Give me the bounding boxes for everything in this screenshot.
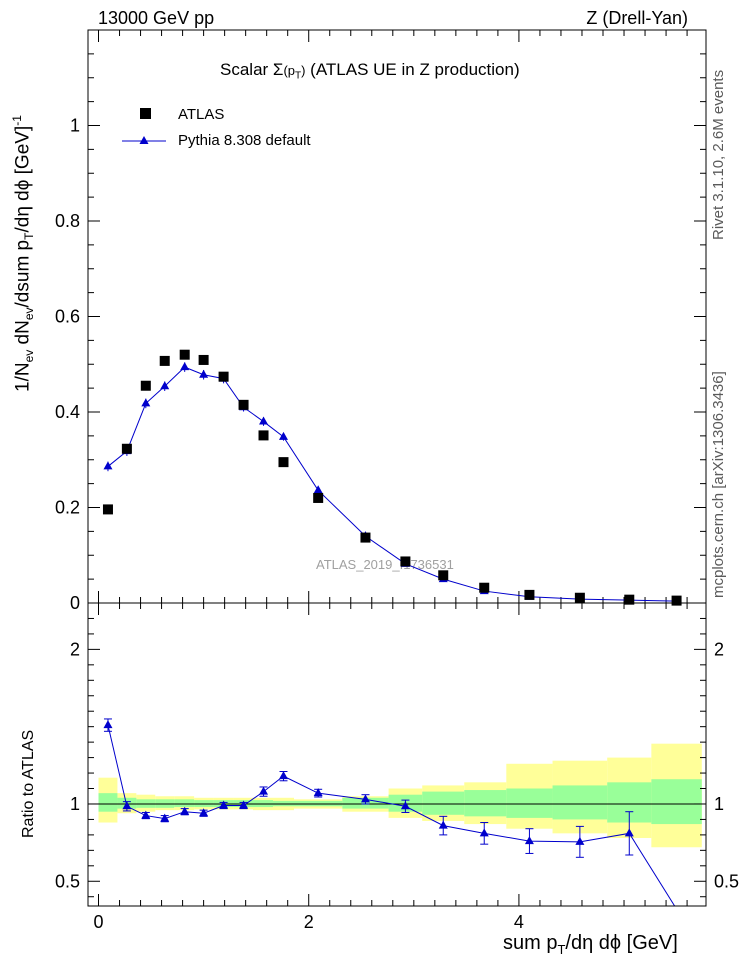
pythia-point bbox=[199, 369, 209, 378]
ratio-plot: 0.5 0.5 1 1 2 2 0 2 4 bbox=[55, 602, 739, 932]
atlas-point bbox=[258, 430, 269, 441]
main-y-tick-label: 0.8 bbox=[55, 211, 80, 231]
x-axis-label: sum pT/dη dϕ [GeV] bbox=[503, 932, 678, 957]
atlas-point bbox=[238, 399, 249, 410]
ratio-pythia-point bbox=[624, 828, 634, 837]
atlas-point bbox=[671, 595, 682, 606]
atlas-point bbox=[438, 570, 449, 581]
ratio-y-tick-label: 0.5 bbox=[55, 871, 80, 891]
atlas-point bbox=[624, 594, 635, 605]
ratio-y-tick-label-right: 2 bbox=[714, 639, 724, 659]
atlas-point bbox=[179, 349, 190, 360]
header-process: Z (Drell-Yan) bbox=[586, 8, 688, 28]
ratio-x-tick-label: 2 bbox=[304, 912, 314, 932]
ratio-pythia-point bbox=[199, 808, 209, 817]
band-inner bbox=[464, 790, 507, 817]
band-inner bbox=[552, 785, 608, 820]
ratio-x-tick-label: 0 bbox=[94, 912, 104, 932]
band-inner bbox=[98, 793, 118, 812]
ratio-pythia-point bbox=[575, 836, 585, 845]
band-inner bbox=[174, 799, 195, 808]
atlas-point bbox=[140, 380, 151, 391]
pythia-point bbox=[160, 381, 170, 390]
pythia-point bbox=[103, 461, 113, 470]
main-plot: 0 0.2 0.4 0.6 0.8 1 bbox=[55, 29, 707, 613]
pythia-point bbox=[141, 398, 151, 407]
ratio-pythia-point bbox=[360, 794, 370, 803]
legend-atlas-label: ATLAS bbox=[178, 106, 225, 123]
pythia-point bbox=[278, 431, 288, 440]
band-inner bbox=[651, 779, 702, 825]
atlas-point bbox=[121, 443, 132, 454]
ratio-pythia-point bbox=[524, 836, 534, 845]
legend-pythia-label: Pythia 8.308 default bbox=[178, 132, 311, 149]
ratio-pythia-point bbox=[160, 813, 170, 822]
ratio-frame bbox=[87, 602, 707, 907]
analysis-watermark: ATLAS_2019_I1736531 bbox=[316, 557, 454, 572]
pythia-point bbox=[313, 485, 323, 494]
atlas-point bbox=[479, 582, 490, 593]
atlas-point bbox=[400, 556, 411, 567]
ratio-y-tick-label-right: 0.5 bbox=[714, 871, 739, 891]
ratio-pythia-point bbox=[103, 720, 113, 729]
atlas-point bbox=[574, 592, 585, 603]
atlas-point bbox=[102, 504, 113, 515]
main-y-tick-label: 1 bbox=[70, 116, 80, 136]
atlas-point bbox=[313, 492, 324, 503]
plot-title: Scalar Σ(pT) (ATLAS UE in Z production) bbox=[220, 60, 520, 82]
ratio-pythia-point bbox=[122, 801, 132, 810]
ratio-pythia-point bbox=[400, 801, 410, 810]
atlas-point bbox=[218, 371, 229, 382]
legend-atlas-marker bbox=[140, 108, 151, 119]
main-y-tick-label: 0.4 bbox=[55, 402, 80, 422]
pythia-point bbox=[259, 416, 269, 425]
atlas-point bbox=[198, 354, 209, 365]
ratio-pythia-point bbox=[219, 800, 229, 809]
atlas-point bbox=[278, 457, 289, 468]
band-inner bbox=[422, 791, 465, 815]
pythia-point bbox=[180, 362, 190, 371]
ratio-pythia-point bbox=[259, 786, 269, 795]
header-beam: 13000 GeV pp bbox=[98, 8, 215, 28]
main-y-tick-label: 0.6 bbox=[55, 307, 80, 327]
atlas-point bbox=[524, 589, 535, 600]
ratio-y-tick-label-right: 1 bbox=[714, 794, 724, 814]
ratio-pythia-point bbox=[180, 806, 190, 815]
ratio-y-tick-label: 1 bbox=[70, 794, 80, 814]
ratio-pythia-point bbox=[479, 828, 489, 837]
main-y-tick-label: 0.2 bbox=[55, 498, 80, 518]
ratio-pythia-point bbox=[278, 771, 288, 780]
ratio-x-tick-label: 4 bbox=[514, 912, 524, 932]
pythia-line bbox=[107, 366, 677, 602]
main-frame bbox=[87, 29, 707, 604]
ratio-pythia-point bbox=[239, 800, 249, 809]
ratio-y-tick-label: 2 bbox=[70, 639, 80, 659]
ratio-pythia-point bbox=[313, 788, 323, 797]
ratio-pythia-point bbox=[141, 810, 151, 819]
atlas-point bbox=[360, 532, 371, 543]
atlas-point bbox=[159, 355, 170, 366]
main-y-tick-label: 0 bbox=[70, 593, 80, 613]
legend-pythia-marker bbox=[122, 136, 166, 144]
band-inner bbox=[506, 788, 553, 818]
ratio-pythia-point bbox=[438, 820, 448, 829]
